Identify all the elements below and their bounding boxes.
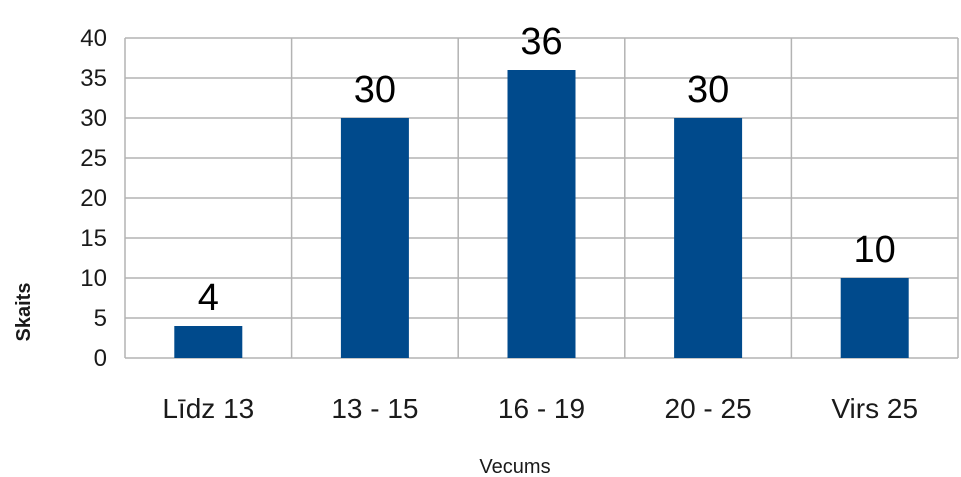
data-label: 4 [198, 277, 219, 319]
y-axis-title: Skaits [13, 283, 35, 342]
y-tick-label: 20 [80, 185, 107, 212]
x-category-label: 13 - 15 [331, 393, 418, 424]
x-axis-title: Vecums [479, 456, 550, 477]
x-category-label: 20 - 25 [665, 393, 752, 424]
bar [840, 278, 909, 358]
x-category-label: Līdz 13 [162, 393, 254, 424]
bar [340, 118, 409, 358]
bar [174, 326, 243, 358]
bar [507, 70, 576, 358]
y-axis-ticks: 0 5 10 15 20 25 30 35 40 [80, 25, 107, 372]
y-tick-label: 25 [80, 145, 107, 172]
y-tick-label: 40 [80, 25, 107, 52]
data-label: 30 [354, 69, 396, 111]
y-tick-label: 30 [80, 105, 107, 132]
x-category-label: 16 - 19 [498, 393, 585, 424]
y-tick-label: 10 [80, 265, 107, 292]
y-tick-label: 15 [80, 225, 107, 252]
data-labels: 4 30 36 30 10 [198, 21, 896, 319]
data-label: 10 [854, 229, 896, 271]
x-category-label: Virs 25 [831, 393, 918, 424]
y-tick-label: 0 [94, 345, 107, 372]
data-label: 36 [520, 21, 562, 63]
bar [674, 118, 743, 358]
data-label: 30 [687, 69, 729, 111]
x-axis-categories: Līdz 13 13 - 15 16 - 19 20 - 25 Virs 25 [162, 393, 918, 424]
y-tick-label: 5 [94, 305, 107, 332]
y-tick-label: 35 [80, 65, 107, 92]
bars [174, 70, 909, 358]
